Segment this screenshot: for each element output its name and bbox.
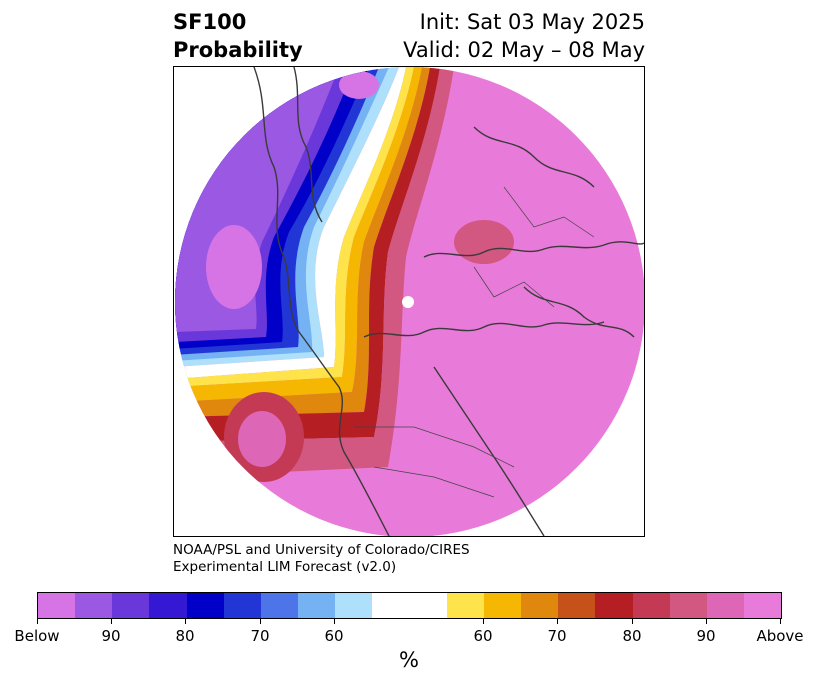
above-90-band	[175, 67, 440, 442]
colorbar-swatch	[186, 593, 224, 618]
colorbar-swatch	[632, 593, 670, 618]
colorbar-tick-mark	[111, 619, 112, 624]
colorbar-tick-label: 80	[622, 627, 642, 645]
us-states-border	[373, 466, 495, 498]
above-95-band	[175, 67, 454, 477]
colorbar-swatch	[75, 593, 113, 618]
political-borders	[354, 186, 595, 498]
colorbar-tick-mark	[37, 619, 38, 624]
colorbar-tick-mark	[260, 619, 261, 624]
colorbar-swatch	[595, 593, 633, 618]
colorbar-swatch	[260, 593, 299, 618]
west-coast-north-america	[253, 67, 390, 536]
colorbar-tick-mark	[334, 619, 335, 624]
map-title: SF100 Probability	[173, 8, 303, 64]
colorbar-tick-label: Above	[756, 627, 804, 645]
colorbar-swatch	[669, 593, 707, 618]
colorbar-tick-label: 90	[696, 627, 716, 645]
probability-map	[173, 66, 645, 537]
colorbar-tick-mark	[557, 619, 558, 624]
scandinavia-coast	[523, 286, 635, 338]
credit-line-2: Experimental LIM Forecast (v2.0)	[173, 559, 397, 575]
credit-text: NOAA/PSL and University of Colorado/CIRE…	[173, 542, 470, 576]
colorbar-tick-label: 70	[547, 627, 567, 645]
colorbar-tick-label: 70	[250, 627, 270, 645]
above-russia-core	[454, 220, 514, 264]
siberia-coast	[473, 126, 595, 188]
probability-colorbar	[37, 592, 782, 619]
colorbar-swatch	[521, 593, 559, 618]
colorbar-tick-mark	[185, 619, 186, 624]
colorbar-tick-label: Below	[14, 627, 60, 645]
above-pacific-core	[238, 411, 286, 467]
colorbar-tick-label: 80	[175, 627, 195, 645]
credit-line-1: NOAA/PSL and University of Colorado/CIRE…	[173, 542, 470, 558]
arctic-canada-coast	[363, 321, 605, 338]
colorbar-tick-label: 60	[324, 627, 344, 645]
colorbar-tick-mark	[706, 619, 707, 624]
north-pole-gap	[402, 296, 414, 308]
eurasia-borders	[503, 186, 595, 238]
valid-range: Valid: 02 May – 08 May	[403, 38, 645, 62]
colorbar-swatch	[706, 593, 744, 618]
below-strongest-pacific	[206, 225, 262, 309]
colorbar-swatch	[409, 593, 447, 618]
colorbar-tick-mark	[632, 619, 633, 624]
title-variable: SF100	[173, 10, 247, 34]
colorbar-tick-mark	[483, 619, 484, 624]
colorbar-swatch	[223, 593, 261, 618]
alaska-coast	[293, 67, 323, 223]
init-date: Init: Sat 03 May 2025	[419, 10, 645, 34]
colorbar-swatch	[743, 593, 782, 618]
colorbar-swatch	[483, 593, 522, 618]
colorbar-swatch	[372, 593, 410, 618]
colorbar-swatch	[149, 593, 187, 618]
us-canada-border	[354, 426, 515, 468]
colorbar-swatch	[112, 593, 150, 618]
colorbar-unit: %	[399, 648, 419, 672]
title-type: Probability	[173, 38, 303, 62]
eurasia-north-coast	[423, 241, 644, 258]
colorbar-swatch	[38, 593, 76, 618]
colorbar-tick-label: 90	[101, 627, 121, 645]
below-strongest-north	[339, 71, 379, 99]
europe-borders	[473, 266, 555, 308]
above-80-band	[175, 67, 430, 417]
map-svg	[175, 67, 644, 536]
colorbar-swatch	[446, 593, 484, 618]
forecast-dates: Init: Sat 03 May 2025 Valid: 02 May – 08…	[403, 8, 645, 64]
colorbar-tick-label: 60	[473, 627, 493, 645]
colorbar-swatch	[335, 593, 373, 618]
colorbar-swatch	[298, 593, 336, 618]
colorbar-tick-mark	[780, 619, 781, 624]
colorbar-swatch	[558, 593, 596, 618]
probability-field	[175, 67, 644, 536]
